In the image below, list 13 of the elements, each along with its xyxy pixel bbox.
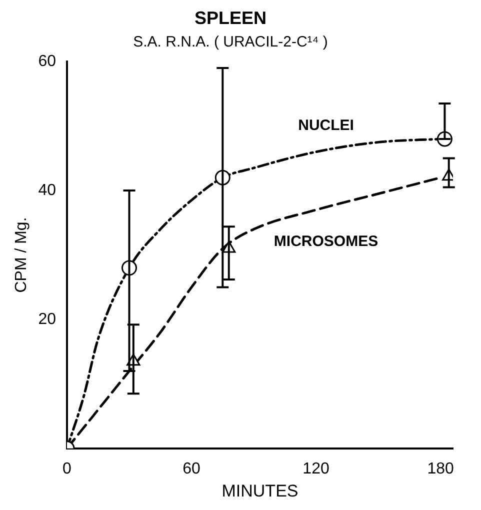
series-label: NUCLEI: [298, 116, 354, 134]
chart-subtitle: S.A. R.N.A. ( URACIL-2-C¹⁴ ): [133, 34, 328, 51]
y-tick-label: 40: [38, 182, 56, 199]
x-axis-title: MINUTES: [222, 481, 298, 500]
x-tick-label: 120: [302, 460, 330, 478]
chart-title: SPLEEN: [194, 8, 267, 28]
x-tick-label: 60: [182, 460, 201, 478]
y-tick-label: 60: [38, 53, 56, 70]
x-tick-label: 180: [427, 460, 454, 478]
series-label: MICROSOMES: [274, 232, 378, 250]
y-tick-label: 20: [38, 310, 56, 328]
y-axis-title: CPM / Mg.: [13, 217, 30, 293]
x-tick-label: 0: [62, 460, 72, 478]
